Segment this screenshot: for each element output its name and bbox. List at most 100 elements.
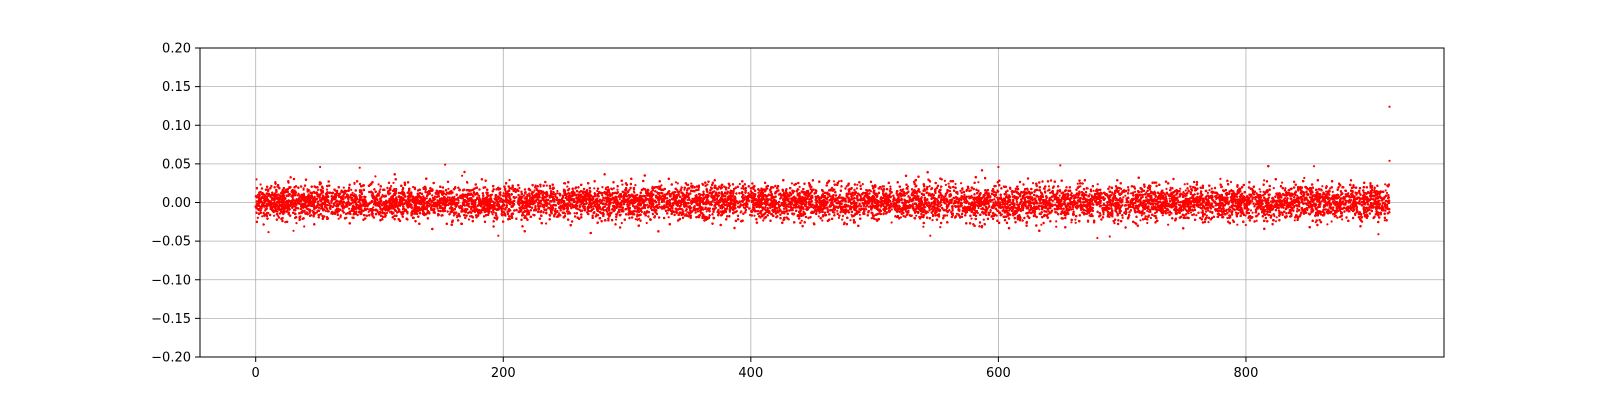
data-point [1341,218,1344,221]
data-point [601,186,604,189]
data-point [431,194,434,197]
data-point [1055,220,1058,223]
data-point [1300,192,1303,196]
data-point [1179,187,1182,190]
data-point [1251,211,1254,214]
data-point [1058,194,1061,197]
data-point [934,214,937,217]
data-point [769,206,772,210]
data-point [545,222,548,225]
data-point [634,184,637,187]
data-point [465,180,469,184]
data-point [1336,216,1339,219]
data-point [739,211,742,214]
data-point [817,215,820,218]
data-point [1303,176,1306,180]
data-point [1071,208,1075,211]
data-point [1124,194,1127,197]
data-point [1015,200,1019,203]
data-point [261,215,264,218]
data-point [303,209,306,212]
data-point [1186,182,1189,185]
data-point [1272,187,1275,190]
data-point [491,213,494,216]
data-point [705,210,708,213]
data-point [1146,209,1149,213]
data-point [1208,189,1211,192]
data-point [508,178,511,182]
data-point [616,188,619,191]
data-point [1298,205,1301,208]
data-point [1195,214,1198,217]
data-point [1110,194,1113,197]
data-point [453,195,456,198]
data-point [821,219,824,222]
data-point [302,188,305,191]
data-point [977,206,980,210]
data-point [324,209,327,213]
data-point [798,185,801,188]
data-point [556,189,559,193]
data-point [1086,219,1090,222]
data-point [1275,216,1278,219]
data-point [944,183,948,186]
data-point [987,205,991,208]
data-point [502,192,505,195]
data-point [1074,218,1077,221]
data-point [1074,221,1077,224]
data-point [1122,196,1125,199]
data-point [1385,191,1389,195]
data-point [690,182,693,185]
data-point [1070,208,1073,211]
data-point [658,201,661,204]
data-point [374,175,377,178]
data-points [254,105,1391,240]
data-point [790,182,794,185]
data-point [273,214,276,217]
data-point [573,212,576,215]
data-point [436,207,439,210]
data-point [1258,188,1261,191]
data-point [740,187,743,190]
data-point [1134,190,1137,193]
data-point [1096,183,1099,186]
data-point [316,188,320,191]
data-point [1040,223,1043,226]
data-point [1183,183,1186,186]
data-point [1226,216,1229,220]
data-point [518,186,521,190]
data-point [1070,221,1073,224]
data-point [1321,185,1324,188]
data-point [342,186,345,189]
data-point [1255,219,1258,222]
data-point [1121,216,1124,219]
data-point [1384,189,1387,192]
data-point [947,182,950,185]
data-point [367,210,370,213]
data-point [325,188,329,191]
data-point [1146,221,1149,225]
data-point [492,211,495,214]
data-point [1149,216,1152,220]
data-point [461,174,464,177]
data-point [977,181,980,184]
data-point [522,194,526,197]
data-point [880,188,883,191]
data-point [889,185,892,188]
data-point [800,219,803,222]
data-point [1205,214,1208,217]
data-point [756,212,760,216]
data-point [1165,187,1168,190]
data-point [350,188,353,191]
data-point [1187,212,1190,215]
data-point [1168,197,1171,200]
data-point [1236,198,1239,201]
data-point [348,207,351,210]
data-point [1184,189,1187,192]
data-point [753,214,756,217]
data-point [856,183,859,186]
data-point [1108,185,1111,188]
data-point [845,185,848,188]
data-point [970,210,974,213]
data-point [764,206,767,209]
